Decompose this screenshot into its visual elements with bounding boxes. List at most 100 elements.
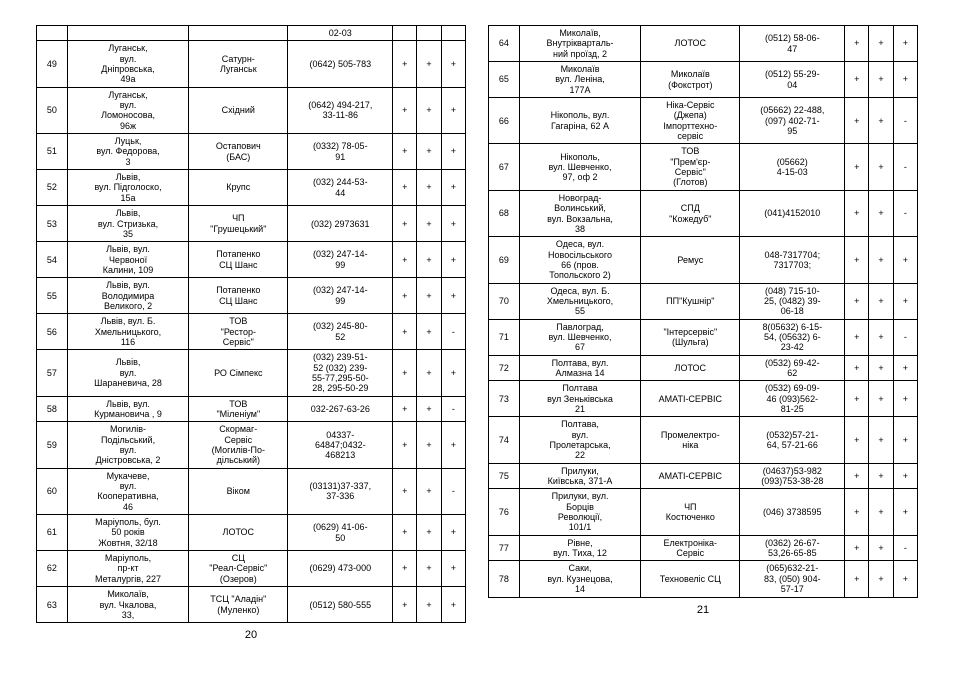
cell-addr: Львів, вул.ЧервоноїКалини, 109 (67, 242, 188, 278)
cell-m3: + (441, 350, 465, 396)
cell-n: 69 (489, 237, 520, 283)
table-row: 75Прилуки,Київська, 371-ААМАТІ-СЕРВІС(04… (489, 463, 918, 489)
cell-phone: (0532) 69-09-46 (093)562-81-25 (740, 381, 845, 417)
cell-m3: + (893, 355, 917, 381)
cell-m2: + (417, 170, 441, 206)
cell-m1: + (393, 314, 417, 350)
cell-addr: Нікополь, вул.Гагаріна, 62 А (519, 98, 640, 144)
cell-m2: + (869, 535, 893, 561)
cell-company: ЧП"Грушецький" (189, 206, 288, 242)
table-row: 77Рівне,вул. Тиха, 12Електроніка-Сервіс(… (489, 535, 918, 561)
cell-m2: + (869, 190, 893, 236)
cell-phone: (0629) 473-000 (288, 551, 393, 587)
cell-phone: 02-03 (288, 26, 393, 41)
cell-m1: + (845, 381, 869, 417)
cell-m1: + (845, 26, 869, 62)
cell-addr: Прилуки,Київська, 371-А (519, 463, 640, 489)
cell-m3: + (441, 587, 465, 623)
cell-phone: (032) 247-14-99 (288, 242, 393, 278)
cell-phone: (0512) 580-555 (288, 587, 393, 623)
cell-n: 66 (489, 98, 520, 144)
cell-m1: + (845, 98, 869, 144)
table-row: 57Львів,вул.Шараневича, 28РО Сімпекс(032… (37, 350, 466, 396)
table-row: 51Луцьк,вул. Федорова,3Остапович(БАС)(03… (37, 134, 466, 170)
table-row: 68Новоград-Волинський,вул. Вокзальна,38С… (489, 190, 918, 236)
cell-m3: + (893, 561, 917, 597)
cell-m2: + (869, 355, 893, 381)
cell-m1: + (393, 350, 417, 396)
cell-n: 65 (489, 62, 520, 98)
table-row: 58Львів, вул.Курмановича , 9ТОВ"Міленіум… (37, 396, 466, 422)
cell-phone: (04637)53-982(093)753-38-28 (740, 463, 845, 489)
table-row: 65Миколаїввул. Леніна,177АМиколаїв(Фокст… (489, 62, 918, 98)
cell-phone: (0629) 41-06-50 (288, 515, 393, 551)
cell-company: ПП"Кушнір" (641, 283, 740, 319)
cell-company: АМАТІ-СЕРВІС (641, 463, 740, 489)
cell-phone: (041)4152010 (740, 190, 845, 236)
cell-n: 76 (489, 489, 520, 535)
cell-company: ПотапенкоСЦ Шанс (189, 242, 288, 278)
cell-m1: + (845, 417, 869, 463)
cell-phone: (0532) 69-42-62 (740, 355, 845, 381)
left-page-number: 20 (245, 629, 257, 641)
cell-m3: + (441, 515, 465, 551)
cell-n: 50 (37, 87, 68, 133)
cell-n: 75 (489, 463, 520, 489)
cell-m2: + (417, 314, 441, 350)
cell-addr: Луцьк,вул. Федорова,3 (67, 134, 188, 170)
cell-addr: Полтава,вул.Пролетарська,22 (519, 417, 640, 463)
cell-m2: + (417, 41, 441, 87)
cell-m2: + (869, 381, 893, 417)
cell-addr: Мукачеве,вул.Кооперативна,46 (67, 468, 188, 514)
cell-n: 49 (37, 41, 68, 87)
cell-m2: + (869, 144, 893, 190)
cell-m2: + (417, 468, 441, 514)
cell-m3: + (893, 463, 917, 489)
cell-company: Крупс (189, 170, 288, 206)
table-row: 60Мукачеве,вул.Кооперативна,46Віком(0313… (37, 468, 466, 514)
cell-m3: + (893, 26, 917, 62)
table-row: 49Луганськ,вул.Дніпровська,49аСатурн-Луг… (37, 41, 466, 87)
cell-company: СПД"Кожедуб" (641, 190, 740, 236)
cell-company: СЦ"Реал-Сервіс"(Озеров) (189, 551, 288, 587)
cell-phone: (03131)37-337,37-336 (288, 468, 393, 514)
cell-company: Ніка-Сервіс(Джепа)Імпорттехно-сервіс (641, 98, 740, 144)
cell-company: АМАТІ-СЕРВІС (641, 381, 740, 417)
cell-n: 53 (37, 206, 68, 242)
cell-phone: (048) 715-10-25, (0482) 39-06-18 (740, 283, 845, 319)
cell-company (189, 26, 288, 41)
right-page-number: 21 (697, 604, 709, 616)
cell-company: "Інтерсервіс"(Шульга) (641, 319, 740, 355)
table-row: 55Львів, вул.ВолодимираВеликого, 2Потапе… (37, 278, 466, 314)
cell-addr: Львів, вул.ВолодимираВеликого, 2 (67, 278, 188, 314)
document-spread: 02-0349Луганськ,вул.Дніпровська,49аСатур… (0, 0, 954, 675)
cell-phone: (0332) 78-05-91 (288, 134, 393, 170)
cell-m2: + (417, 134, 441, 170)
table-row: 59Могилів-Подільський,вул.Дністровська, … (37, 422, 466, 468)
cell-n: 63 (37, 587, 68, 623)
cell-n: 52 (37, 170, 68, 206)
cell-company: ТСЦ "Аладін"(Муленко) (189, 587, 288, 623)
cell-m2: + (417, 242, 441, 278)
cell-m1: + (393, 515, 417, 551)
table-row: 70Одеса, вул. Б.Хмельницького,55ПП"Кушні… (489, 283, 918, 319)
cell-phone: 032-267-63-26 (288, 396, 393, 422)
cell-n: 57 (37, 350, 68, 396)
cell-phone: (0512) 55-29-04 (740, 62, 845, 98)
cell-addr: Маріуполь, бул.50 роківЖовтня, 32/18 (67, 515, 188, 551)
cell-m2: + (869, 319, 893, 355)
table-row: 73Полтававул Зеньківська21АМАТІ-СЕРВІС(0… (489, 381, 918, 417)
cell-company: Ремус (641, 237, 740, 283)
cell-addr: Саки,вул. Кузнецова,14 (519, 561, 640, 597)
table-row: 54Львів, вул.ЧервоноїКалини, 109Потапенк… (37, 242, 466, 278)
cell-n: 64 (489, 26, 520, 62)
cell-n: 77 (489, 535, 520, 561)
cell-phone: 04337-64847;0432-468213 (288, 422, 393, 468)
cell-m2: + (869, 26, 893, 62)
table-row: 63Миколаїв,вул. Чкалова,33,ТСЦ "Аладін"(… (37, 587, 466, 623)
cell-addr: Маріуполь,пр-ктМеталургів, 227 (67, 551, 188, 587)
cell-addr: Львів,вул.Шараневича, 28 (67, 350, 188, 396)
cell-m3: - (893, 98, 917, 144)
cell-company: Техновеліс СЦ (641, 561, 740, 597)
cell-n: 67 (489, 144, 520, 190)
